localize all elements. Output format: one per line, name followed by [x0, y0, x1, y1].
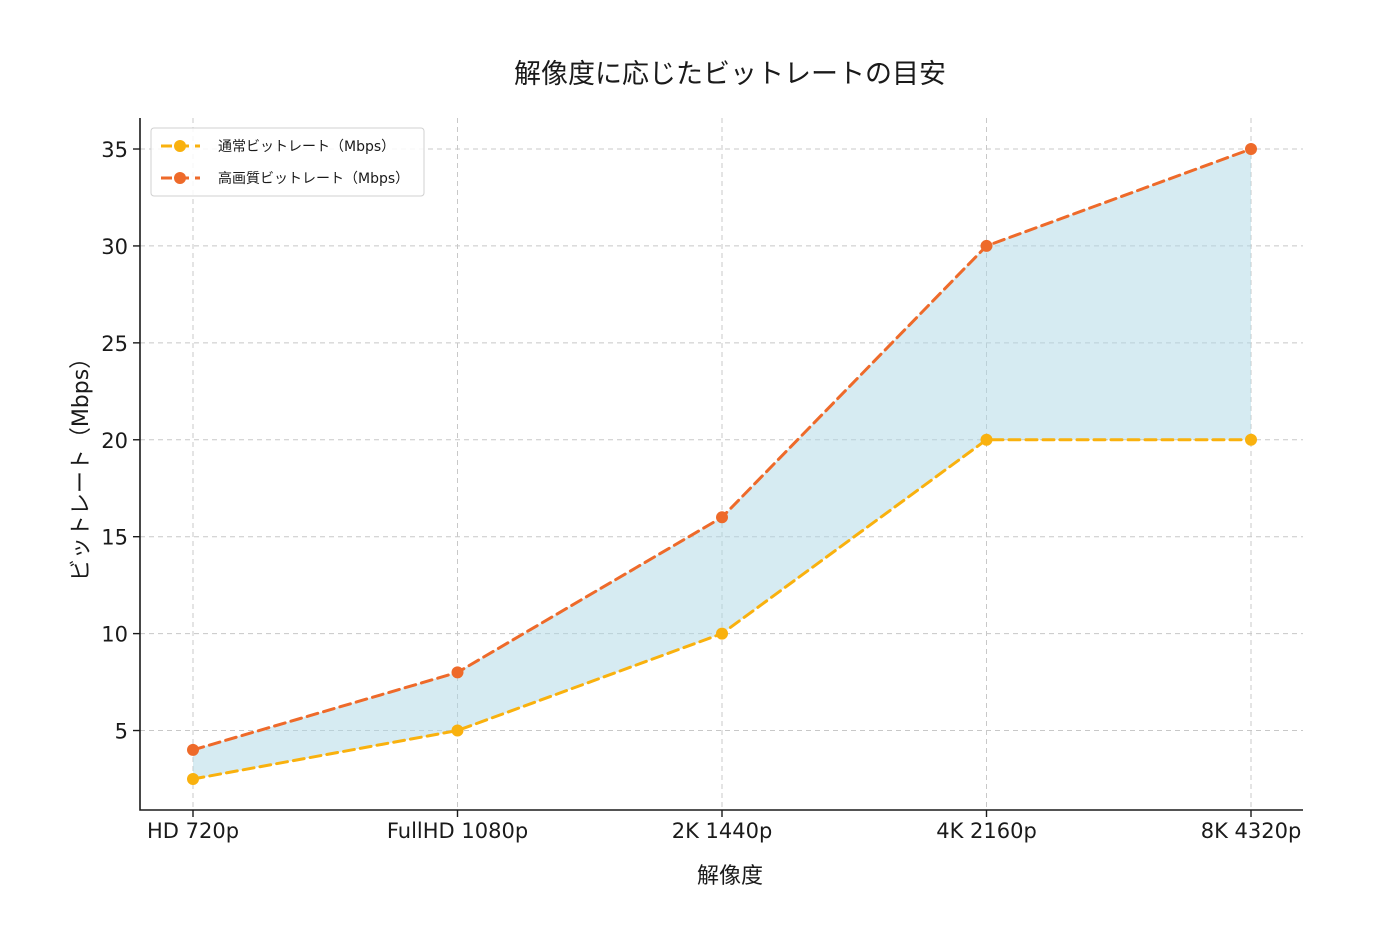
x-tick-label: FullHD 1080p	[387, 819, 528, 843]
x-tick-label: 8K 4320p	[1201, 819, 1302, 843]
y-tick-label: 15	[101, 526, 128, 550]
x-tick-label: HD 720p	[147, 819, 239, 843]
series-layer	[187, 143, 1257, 785]
y-tick-label: 35	[101, 138, 128, 162]
data-point	[187, 743, 199, 756]
legend-box	[150, 127, 425, 197]
legend-item: 高画質ビットレート（Mbps）	[161, 170, 409, 187]
data-point	[1245, 433, 1257, 446]
y-tick-label: 30	[101, 235, 128, 259]
chart-title: 解像度に応じたビットレートの目安	[514, 59, 946, 90]
data-point	[980, 433, 993, 446]
y-tick-label: 20	[101, 429, 128, 453]
legend-marker	[174, 172, 186, 184]
data-point	[1245, 143, 1257, 156]
x-tick-label: 4K 2160p	[936, 819, 1037, 843]
series-0	[187, 433, 1257, 785]
y-axis-ticks: 5 10 15 20 25 30 35	[101, 138, 140, 744]
legend-label: 高画質ビットレート（Mbps）	[218, 170, 409, 187]
data-point	[451, 724, 464, 737]
legend-label: 通常ビットレート（Mbps）	[218, 139, 395, 155]
axis-spines	[139, 118, 1303, 811]
axes	[139, 118, 1303, 811]
fill-between-band	[193, 149, 1251, 779]
data-point	[716, 511, 728, 524]
series-1	[187, 143, 1257, 756]
legend-item: 通常ビットレート（Mbps）	[161, 139, 395, 155]
legend-marker	[174, 140, 186, 152]
data-point	[980, 239, 993, 252]
y-tick-label: 10	[101, 623, 128, 647]
y-tick-label: 25	[101, 332, 128, 356]
data-point	[451, 666, 464, 679]
data-point	[716, 627, 728, 640]
x-axis-label: 解像度	[697, 864, 763, 889]
data-point	[187, 772, 199, 785]
x-axis-ticks: HD 720p FullHD 1080p 2K 1440p 4K 2160p 8K 43…	[147, 810, 1301, 843]
y-axis-label: ビットレート（Mbps）	[69, 347, 94, 581]
legend: 通常ビットレート（Mbps） 高画質ビットレート（Mbps）	[150, 127, 425, 197]
x-tick-label: 2K 1440p	[672, 819, 773, 843]
y-tick-label: 5	[115, 720, 128, 744]
